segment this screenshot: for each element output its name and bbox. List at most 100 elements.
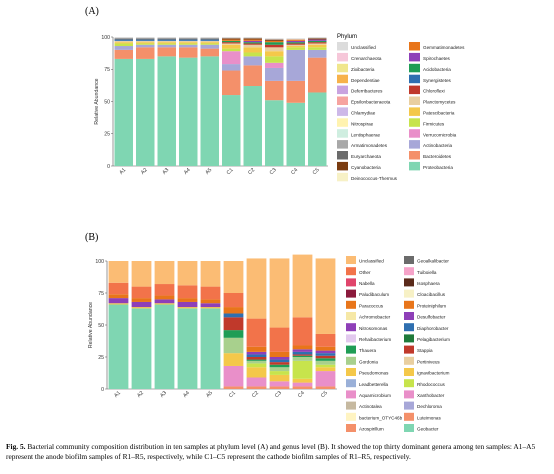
bar-segment <box>177 285 198 299</box>
y-tick-label: 25 <box>104 132 110 138</box>
bar-segment <box>243 47 262 53</box>
bar-segment <box>114 38 133 40</box>
legend-item: Paludibaculum <box>359 292 389 297</box>
bar-segment <box>308 47 327 50</box>
bar-segment <box>136 40 155 43</box>
bar-segment <box>243 38 262 40</box>
panel-a-label: (A) <box>85 6 99 17</box>
bar-segment <box>108 303 129 305</box>
legend-item: Pertiniveus <box>417 359 440 364</box>
bar-segment <box>243 44 262 48</box>
legend-swatch <box>409 161 420 171</box>
bar-segment <box>246 367 267 378</box>
legend-swatch <box>337 151 348 160</box>
bar-segment <box>222 51 241 65</box>
bar-segment <box>154 295 175 300</box>
legend-swatch <box>404 267 414 276</box>
x-tick-label: A1 <box>113 390 122 399</box>
bar-segment <box>223 313 244 318</box>
bar-segment <box>157 47 176 57</box>
bar-segment <box>315 367 336 372</box>
legend-item: Acidobacteria <box>423 67 451 72</box>
legend-swatch <box>337 129 348 138</box>
legend-item: Gemmatimonadetes <box>423 45 465 50</box>
legend-item: Epsilonbacteraeota <box>351 100 391 105</box>
bar-segment <box>136 44 155 48</box>
legend-title: Phylum <box>337 34 357 40</box>
bar-segment <box>315 353 336 356</box>
bar-segment <box>243 40 262 43</box>
bar-segment <box>222 39 241 41</box>
legend-swatch <box>337 74 348 84</box>
x-tick-label: A1 <box>118 167 127 176</box>
legend-swatch <box>346 312 356 320</box>
genus-chart: 0 25 50 75 100 Relative Abundance A1 A2 A3 A4 A5 C1… <box>88 254 450 432</box>
bar-segment <box>286 102 305 166</box>
bar-segment <box>136 42 155 44</box>
bar-segment <box>246 377 267 387</box>
bar-segment <box>243 52 262 57</box>
bar-segment <box>286 44 305 47</box>
bar-segment <box>222 48 241 52</box>
bar-segment <box>114 58 133 166</box>
y-tick-label: 0 <box>107 164 110 170</box>
y-axis-label: Relative Abundance <box>88 302 94 348</box>
bar-segment <box>246 351 267 355</box>
bar-segment <box>131 298 152 302</box>
legend-swatch <box>404 323 414 332</box>
bar-segment <box>269 357 290 360</box>
legend-swatch <box>409 42 420 51</box>
legend-item: Patescibacteria <box>423 111 455 116</box>
bar-segment <box>286 47 305 50</box>
bar-segment <box>136 47 155 59</box>
bar-segment <box>308 92 327 166</box>
bar-segment <box>131 308 152 389</box>
bar-segment <box>114 39 133 41</box>
bar-segment <box>177 298 198 302</box>
panel-b-label: (B) <box>85 232 99 243</box>
y-tick-label: 0 <box>101 387 104 393</box>
legend-swatch <box>346 323 356 332</box>
legend-swatch <box>409 129 420 138</box>
legend-item: Gordonia <box>359 359 378 364</box>
bar-segment <box>108 282 129 295</box>
x-tick-label: C2 <box>247 167 256 176</box>
bar-segment <box>157 42 176 44</box>
bar-segment <box>243 43 262 45</box>
x-tick-label: C4 <box>297 390 306 399</box>
legend-swatch <box>346 401 356 410</box>
bar-segment <box>315 358 336 361</box>
bar-segment <box>315 386 336 389</box>
bar-segment <box>315 258 336 334</box>
bar-segment <box>136 39 155 41</box>
x-tick-label: C1 <box>228 390 237 399</box>
bar-segment <box>108 294 129 299</box>
bar-segment <box>243 65 262 87</box>
legend-swatch <box>337 172 348 182</box>
legend-item: Bacteroidetes <box>423 154 452 159</box>
legend-item: Tuiboiella <box>417 270 437 275</box>
bar-segment <box>246 359 267 361</box>
legend-swatch <box>409 63 420 73</box>
bar-segment <box>286 42 305 44</box>
legend-swatch <box>346 412 356 421</box>
bar-segment <box>269 367 290 372</box>
bar-segment <box>177 308 198 389</box>
legend-swatch <box>404 289 414 298</box>
legend-swatch <box>337 140 348 149</box>
legend-swatch <box>404 368 414 376</box>
bar-segment <box>292 355 313 357</box>
bar-segment <box>200 43 219 45</box>
bar-segment <box>243 56 262 66</box>
legend-swatch <box>404 278 414 287</box>
bar-segment <box>269 381 290 387</box>
bar-segment <box>269 374 290 382</box>
bar-segment <box>315 371 336 387</box>
bar-segment <box>246 386 267 389</box>
legend-swatch <box>346 356 356 365</box>
bar-segment <box>223 307 244 314</box>
bar-segment <box>286 40 305 43</box>
x-tick-label: C3 <box>274 390 283 399</box>
bar-segment <box>246 318 267 347</box>
